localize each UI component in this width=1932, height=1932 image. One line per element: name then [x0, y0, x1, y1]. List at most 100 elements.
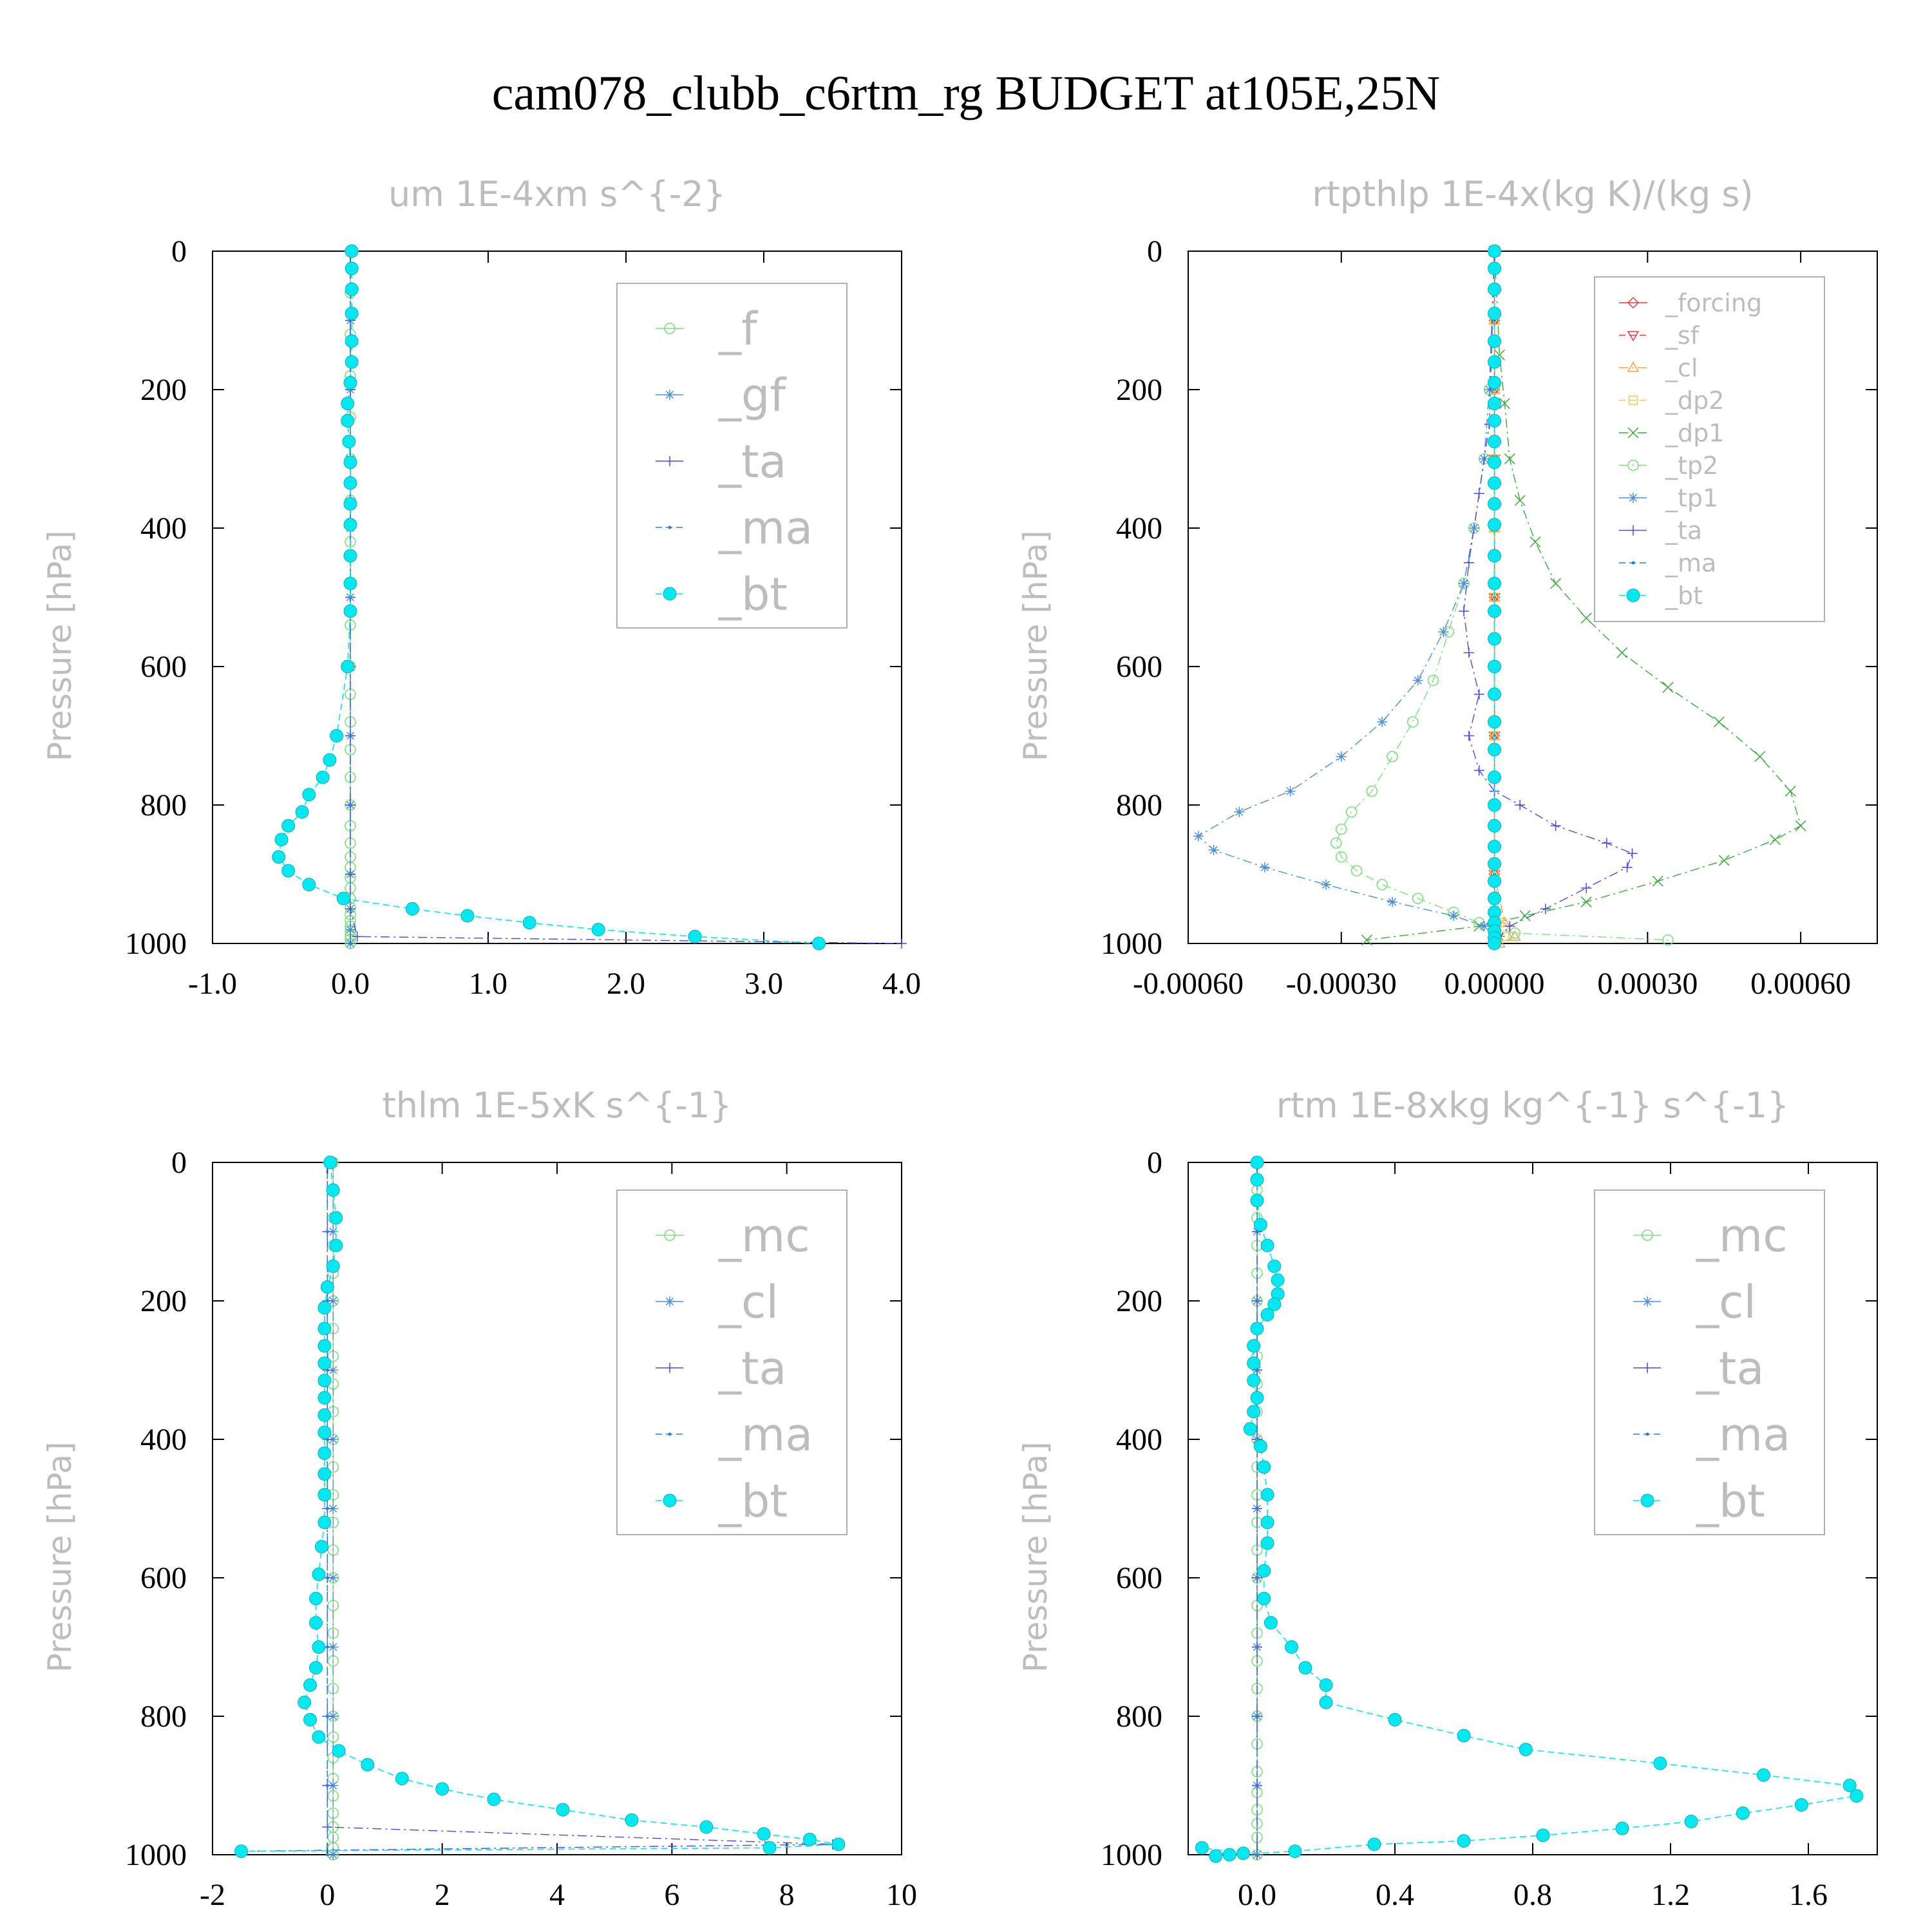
legend-label: _ma — [718, 1408, 813, 1461]
data-point — [325, 1784, 329, 1787]
y-tick-label: 400 — [140, 511, 187, 545]
data-point — [1550, 820, 1561, 831]
data-point — [343, 476, 357, 490]
data-point — [757, 1827, 771, 1841]
data-point — [1345, 806, 1358, 818]
data-point — [762, 1841, 777, 1855]
data-point — [345, 334, 359, 348]
panels: um 1E-4xm s^{-2} Pressure [hPa] -1.0 0.0 1.0… — [41, 174, 1878, 1912]
legend-marker — [663, 587, 677, 601]
data-point — [1488, 857, 1502, 871]
y-tick-label: 800 — [140, 788, 187, 822]
data-point — [1459, 606, 1469, 616]
data-point — [1255, 1645, 1259, 1649]
data-point — [1488, 743, 1502, 757]
legend-label: _mc — [718, 1209, 810, 1262]
legend-label: _dp1 — [1665, 419, 1724, 448]
data-point — [325, 1576, 329, 1580]
data-point — [343, 455, 357, 469]
y-tick-label: 0 — [1147, 234, 1162, 269]
data-point — [1247, 1356, 1261, 1370]
data-point — [303, 1678, 317, 1692]
data-point — [831, 1837, 846, 1852]
y-axis-label: Pressure [hPa] — [1017, 530, 1054, 761]
data-point — [1463, 647, 1474, 658]
data-point — [1406, 716, 1419, 728]
data-point — [1247, 1374, 1261, 1388]
y-tick-label: 1000 — [1101, 1838, 1162, 1872]
legend-item: _bt — [656, 568, 788, 621]
figure-title: cam078_clubb_c6rtm_rg BUDGET at105E,25N — [492, 66, 1441, 120]
data-point — [1499, 397, 1510, 410]
data-point — [1488, 819, 1502, 833]
data-point — [1319, 1678, 1333, 1692]
panel-3: thlm 1E-5xK s^{-1} Pressure [hPa] -2 0 2 4 6 8 1… — [41, 1085, 917, 1912]
data-point — [1267, 1259, 1282, 1273]
legend-item: _bt — [656, 1475, 788, 1528]
data-point — [1193, 831, 1204, 842]
data-point — [1488, 455, 1502, 469]
x-tick-label: 10 — [886, 1878, 917, 1912]
data-point — [591, 923, 605, 936]
panel-title: um 1E-4xm s^{-2} — [388, 174, 726, 214]
data-point — [312, 1640, 326, 1654]
data-point — [1850, 1789, 1864, 1803]
legend-item: _tp2 — [1619, 451, 1718, 480]
data-point — [1488, 770, 1502, 784]
legend-item: _sf — [1619, 321, 1700, 350]
data-point — [345, 244, 359, 258]
data-point — [1448, 911, 1459, 921]
data-point — [348, 734, 352, 737]
data-point — [1260, 1488, 1274, 1502]
x-tick-label: 1.6 — [1789, 1878, 1828, 1912]
data-point — [1260, 1515, 1274, 1530]
x-tick-label: 2 — [435, 1878, 450, 1912]
y-axis-label: Pressure [hPa] — [41, 1441, 79, 1672]
data-point — [281, 864, 296, 878]
data-point — [1514, 495, 1526, 506]
legend-marker — [1627, 427, 1639, 439]
data-point — [328, 1780, 339, 1791]
data-point — [1255, 1784, 1259, 1787]
legend-marker — [1642, 1229, 1653, 1241]
data-point — [323, 1155, 337, 1170]
legend-item: _ma — [656, 502, 813, 554]
data-point — [1488, 476, 1502, 490]
data-point — [1457, 1834, 1471, 1848]
data-point — [1250, 1155, 1264, 1170]
data-point — [1488, 687, 1502, 701]
legend-label: _mc — [1696, 1209, 1788, 1262]
data-point — [317, 1301, 332, 1315]
panel-title: rtm 1E-8xkg kg^{-1} s^{-1} — [1276, 1085, 1790, 1126]
data-point — [1298, 1661, 1312, 1675]
data-point — [1504, 453, 1515, 465]
y-tick-label: 400 — [1116, 511, 1162, 545]
data-point — [1336, 751, 1347, 762]
data-point — [1335, 851, 1347, 863]
legend-marker — [1628, 493, 1638, 503]
data-point — [325, 1507, 329, 1510]
data-point — [688, 929, 702, 943]
data-point — [341, 397, 355, 410]
data-point — [1580, 896, 1592, 908]
x-tick-label: 0.00060 — [1750, 967, 1851, 1001]
legend-item: _bt — [1619, 582, 1703, 610]
data-point — [328, 1434, 339, 1444]
data-point — [625, 1813, 639, 1827]
data-point — [336, 891, 350, 905]
data-point — [1504, 921, 1515, 932]
legend-marker — [1628, 395, 1638, 405]
legend-item: _gf — [656, 369, 786, 422]
data-point — [1580, 612, 1592, 624]
legend-item: _forcing — [1619, 289, 1762, 317]
legend-item: _ma — [656, 1408, 813, 1461]
data-point — [1473, 765, 1484, 776]
data-point — [1484, 384, 1495, 395]
legend-label: _tp1 — [1665, 484, 1718, 513]
data-point — [812, 936, 826, 951]
data-point — [342, 435, 356, 449]
series-bt — [1488, 244, 1502, 951]
data-point — [345, 307, 359, 321]
data-point — [1457, 1728, 1471, 1743]
